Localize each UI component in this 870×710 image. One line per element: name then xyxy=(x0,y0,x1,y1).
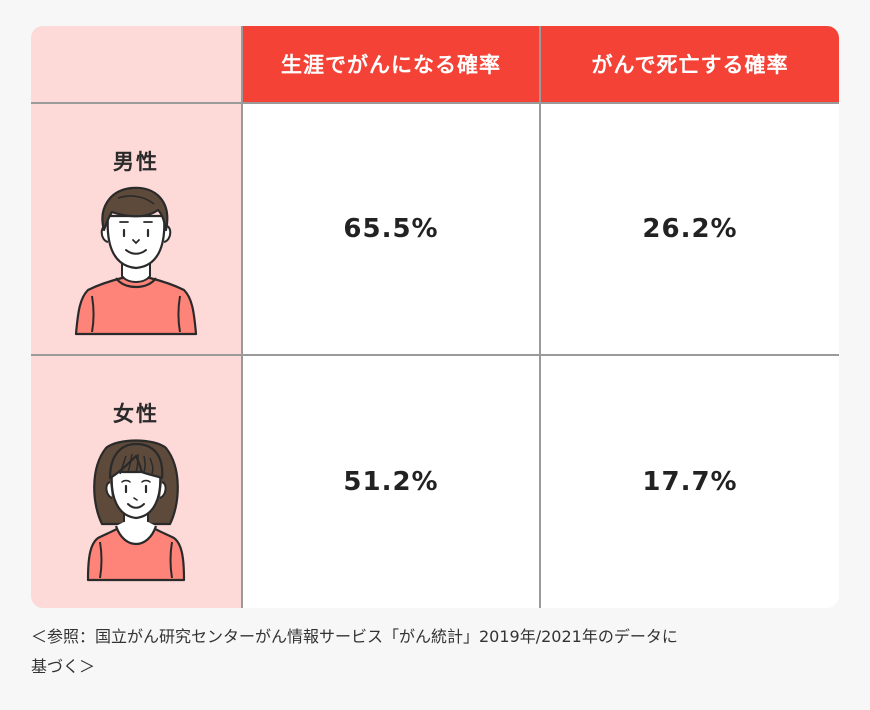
row-header-male: 男性 xyxy=(31,104,243,356)
male-person-icon xyxy=(70,186,202,340)
source-note: ＜参照：国立がん研究センターがん情報サービス「がん統計」2019年/2021年の… xyxy=(31,622,811,682)
row-label-female: 女性 xyxy=(113,402,159,426)
female-mortality-value: 17.7% xyxy=(642,467,738,497)
column-header-lifetime-incidence: 生涯でがんになる確率 xyxy=(243,26,541,104)
row-label-male: 男性 xyxy=(113,150,159,174)
male-mortality-value: 26.2% xyxy=(541,104,839,356)
row-header-female: 女性 xyxy=(31,356,243,608)
table-corner-cell xyxy=(31,26,243,104)
source-note-line-1: ＜参照：国立がん研究センターがん情報サービス「がん統計」2019年/2021年の… xyxy=(31,627,678,646)
female-lifetime-incidence-value: 51.2% xyxy=(243,356,541,608)
cancer-probability-table: 生涯でがんになる確率 がんで死亡する確率 男性 65.5% 26. xyxy=(31,26,839,608)
column-header-mortality: がんで死亡する確率 xyxy=(541,26,839,104)
female-person-icon xyxy=(86,438,186,588)
male-lifetime-incidence-value: 65.5% xyxy=(243,104,541,356)
source-note-line-2: 基づく＞ xyxy=(31,657,96,676)
